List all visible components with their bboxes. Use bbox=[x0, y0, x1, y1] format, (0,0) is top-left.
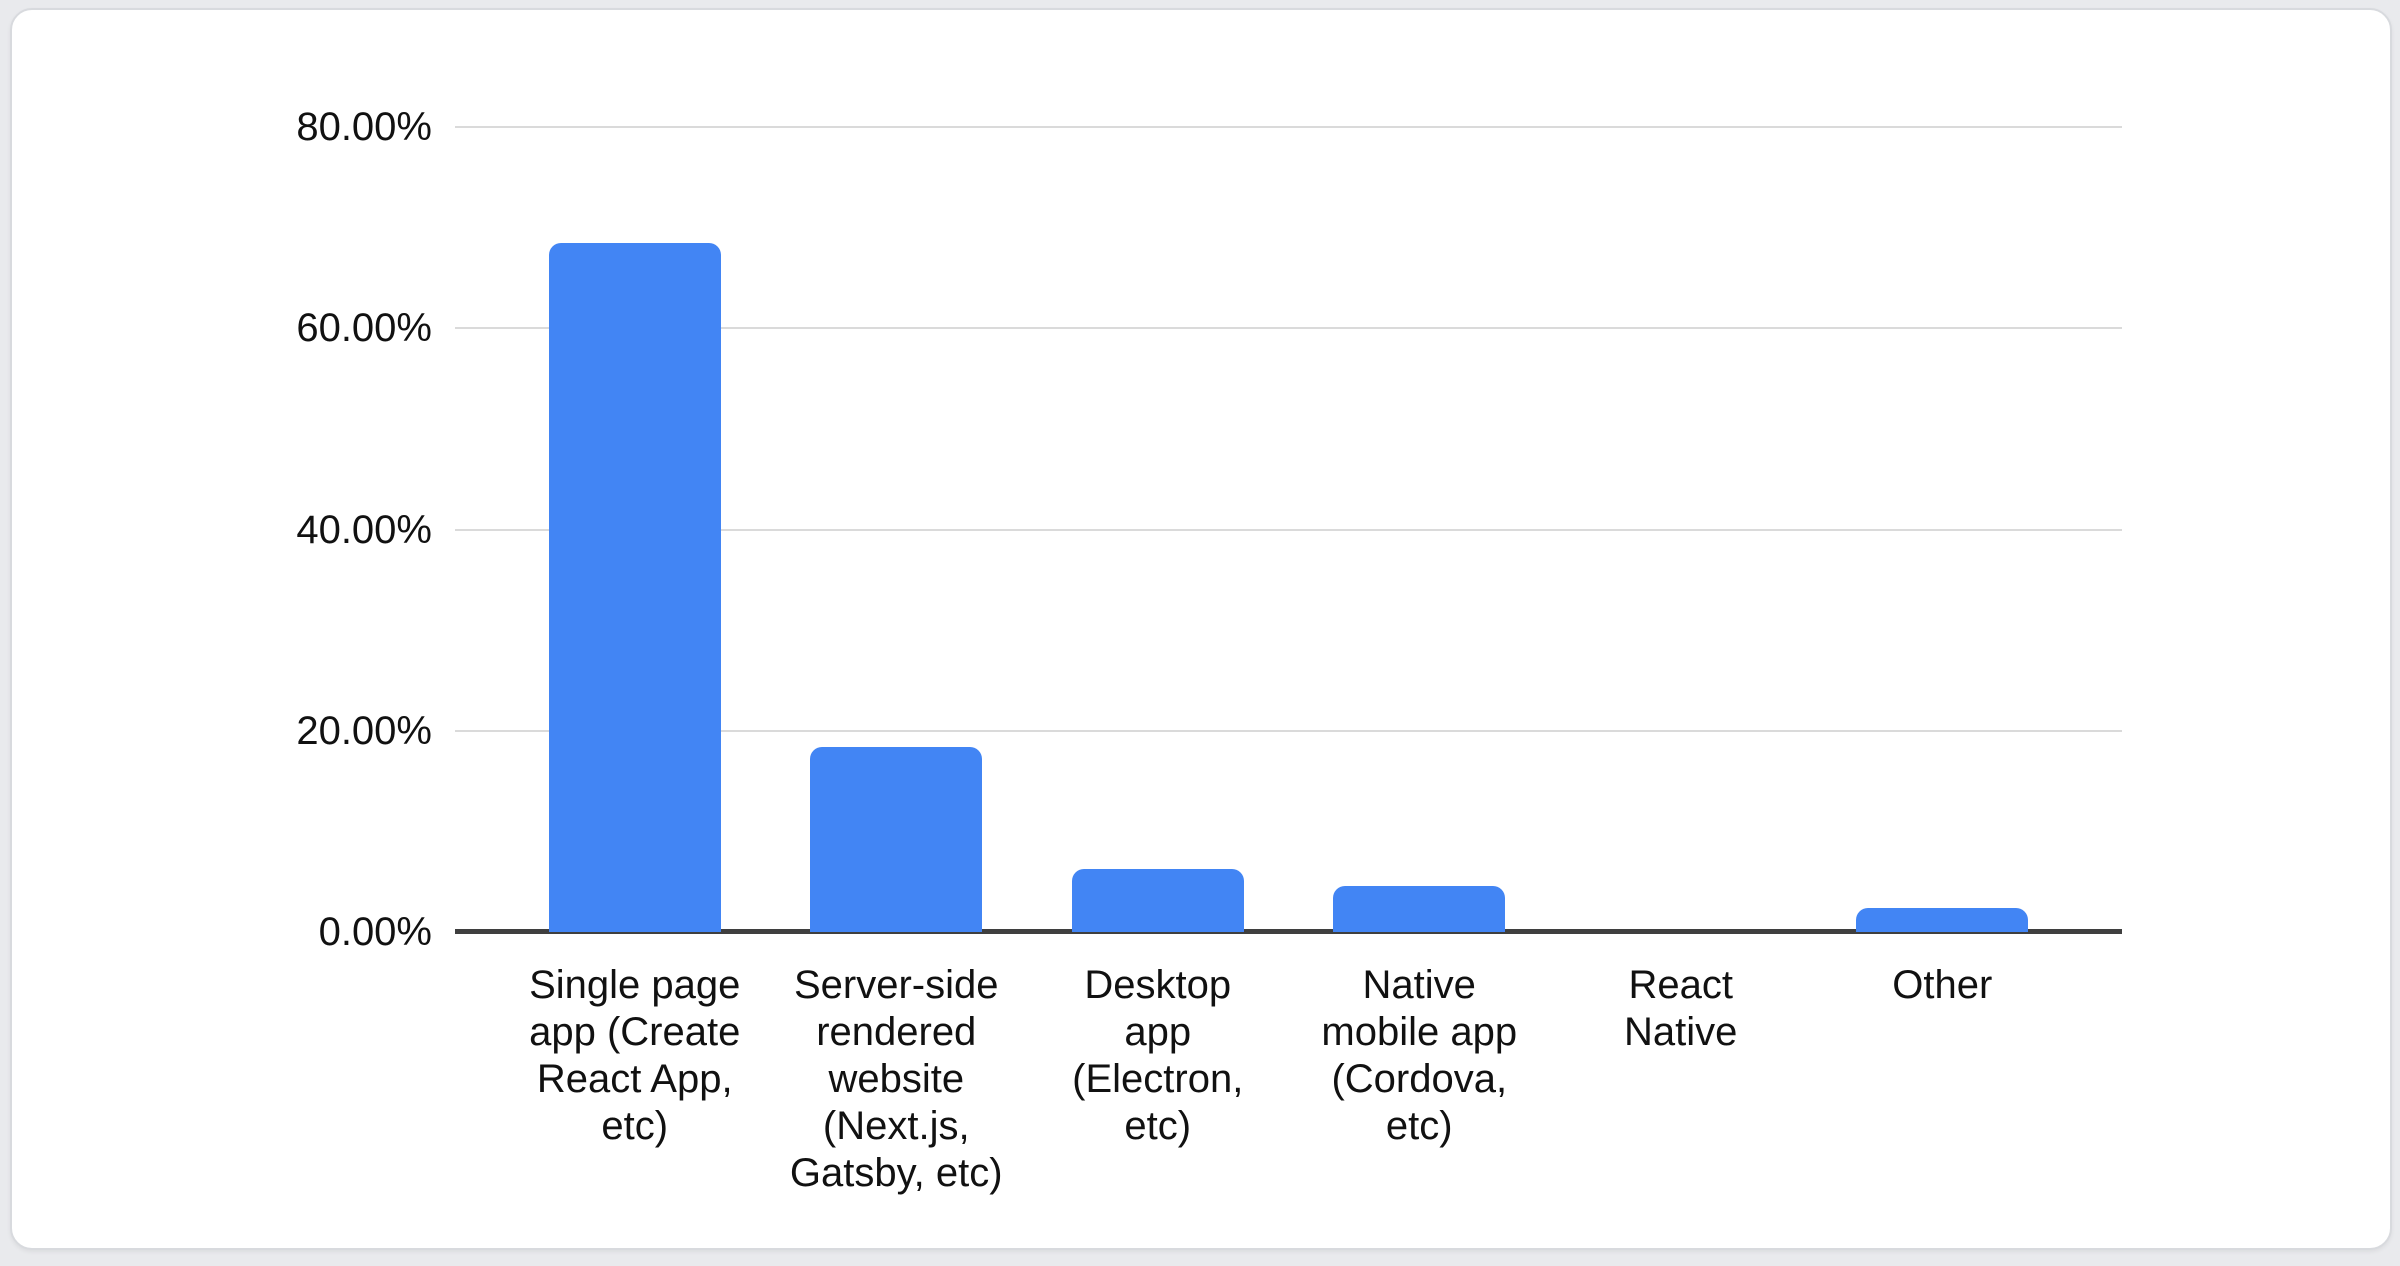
gridline bbox=[455, 529, 2122, 531]
chart-plot-area bbox=[455, 126, 2122, 934]
x-axis-labels: Single page app (Create React App, etc) … bbox=[504, 962, 2073, 1197]
bar[interactable] bbox=[1856, 907, 2029, 932]
y-axis-tick-label: 40.00% bbox=[296, 508, 432, 552]
bar-slot bbox=[1289, 127, 1551, 932]
gridline bbox=[455, 730, 2122, 732]
bar[interactable] bbox=[1071, 868, 1244, 932]
x-axis-category-label: Single page app (Create React App, etc) bbox=[529, 963, 741, 1148]
bar[interactable] bbox=[1333, 885, 1506, 932]
bar-slot bbox=[1027, 127, 1289, 932]
x-axis-category-label: Native mobile app (Cordova, etc) bbox=[1321, 963, 1518, 1148]
bar-slot bbox=[766, 127, 1028, 932]
gridline bbox=[455, 126, 2122, 128]
y-axis-tick-label: 80.00% bbox=[296, 105, 432, 149]
x-axis-line bbox=[455, 929, 2122, 934]
x-axis-category-label: Desktop app (Electron, etc) bbox=[1072, 963, 1244, 1148]
x-axis-category-label: Other bbox=[1892, 963, 1993, 1007]
bar-slot bbox=[504, 127, 766, 932]
bar[interactable] bbox=[810, 746, 983, 932]
bar-series bbox=[504, 127, 2073, 932]
gridline bbox=[455, 327, 2122, 329]
y-axis-tick-label: 60.00% bbox=[296, 306, 432, 350]
bar-slot bbox=[1812, 127, 2074, 932]
y-axis-tick-label: 20.00% bbox=[296, 709, 432, 753]
chart-card: 80.00% 60.00% 40.00% 20.00% 0.00% Single… bbox=[10, 8, 2392, 1250]
bar-slot bbox=[1550, 127, 1812, 932]
y-axis: 80.00% 60.00% 40.00% 20.00% 0.00% bbox=[12, 10, 432, 1266]
x-axis-category-label: Server-side rendered website (Next.js, G… bbox=[789, 963, 1003, 1195]
bar[interactable] bbox=[548, 242, 721, 932]
x-axis-category-label: React Native bbox=[1624, 963, 1738, 1054]
y-axis-tick-label: 0.00% bbox=[318, 910, 432, 954]
